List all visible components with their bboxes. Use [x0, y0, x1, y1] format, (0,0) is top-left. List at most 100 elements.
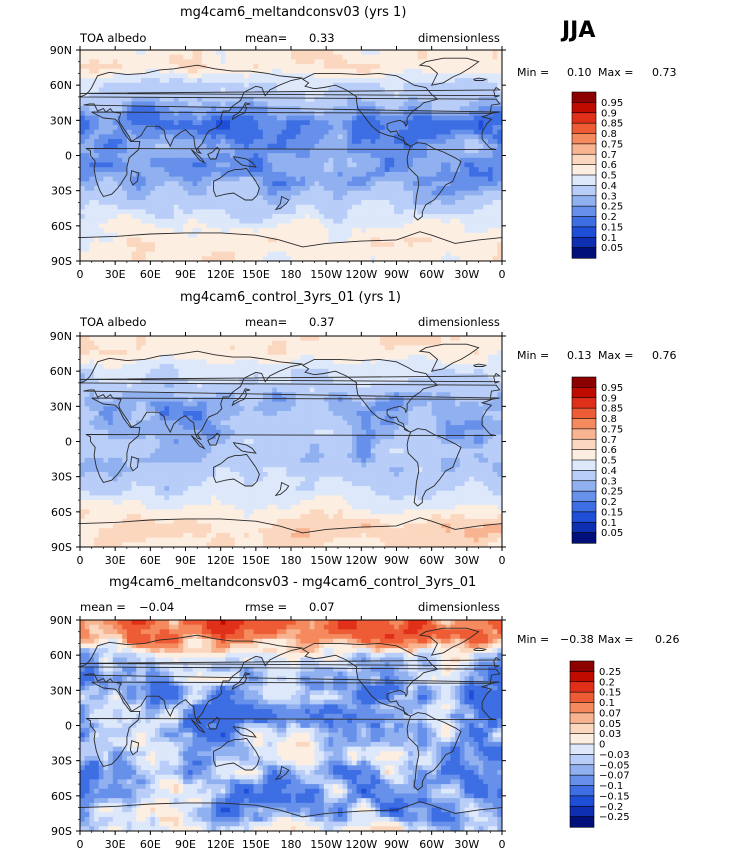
field-cell — [262, 190, 269, 196]
field-cell — [333, 78, 339, 84]
field-cell — [342, 340, 348, 346]
field-cell — [126, 50, 133, 56]
field-cell — [314, 120, 320, 126]
field-cell — [150, 350, 156, 356]
field-cell — [253, 181, 259, 187]
field-cell — [140, 101, 147, 107]
field-cell — [112, 64, 119, 70]
field-cell — [328, 82, 334, 89]
field-cell — [492, 368, 498, 375]
field-cell — [169, 218, 175, 225]
field-cell — [201, 87, 208, 93]
field-cell — [384, 176, 391, 182]
field-cell — [248, 148, 255, 154]
field-cell — [150, 185, 156, 192]
field-cell — [436, 218, 442, 225]
field-cell — [417, 139, 423, 145]
field-cell — [323, 195, 330, 201]
field-cell — [187, 354, 194, 361]
field-cell — [272, 157, 278, 164]
field-cell — [389, 148, 395, 154]
field-cell — [117, 246, 123, 253]
field-cell — [328, 340, 334, 346]
field-cell — [445, 50, 452, 56]
field-cell — [361, 139, 367, 145]
field-cell — [183, 50, 189, 56]
field-cell — [206, 200, 212, 206]
field-cell — [84, 68, 90, 75]
field-cell — [192, 139, 198, 145]
field-cell — [136, 350, 142, 356]
field-cell — [375, 176, 381, 182]
field-cell — [201, 68, 208, 75]
field-cell — [375, 368, 381, 375]
field-cell — [248, 364, 255, 370]
field-cell — [80, 340, 86, 346]
field-cell — [347, 345, 353, 351]
field-cell — [305, 78, 311, 84]
field-cell — [441, 214, 447, 220]
field-cell — [445, 246, 452, 253]
field-cell — [272, 106, 278, 112]
field-cell — [220, 167, 226, 173]
field-cell — [220, 87, 226, 93]
field-cell — [366, 176, 372, 182]
field-cell — [356, 54, 362, 60]
field-cell — [450, 54, 456, 60]
field-cell — [309, 115, 316, 121]
field-cell — [267, 148, 273, 154]
field-cell — [197, 92, 203, 98]
field-cell — [464, 96, 470, 103]
field-cell — [211, 82, 217, 89]
field-cell — [258, 148, 264, 154]
field-cell — [272, 340, 278, 346]
field-cell — [140, 336, 147, 342]
field-cell — [487, 209, 494, 215]
field-cell — [253, 190, 259, 196]
field-cell — [426, 134, 433, 140]
field-cell — [305, 195, 311, 201]
field-cell — [389, 251, 395, 257]
field-cell — [347, 368, 353, 375]
field-cell — [337, 200, 344, 206]
field-cell — [408, 54, 414, 60]
field-cell — [455, 101, 461, 107]
field-cell — [211, 129, 217, 135]
field-cell — [239, 200, 245, 206]
field-cell — [234, 54, 241, 60]
field-cell — [150, 171, 156, 178]
field-cell — [497, 218, 502, 225]
field-cell — [464, 125, 470, 131]
field-cell — [192, 200, 198, 206]
field-cell — [487, 120, 494, 126]
field-cell — [323, 64, 330, 70]
field-cell — [80, 106, 86, 112]
field-cell — [487, 139, 494, 145]
field-cell — [84, 64, 90, 70]
field-cell — [169, 82, 175, 89]
field-cell — [84, 110, 90, 117]
field-cell — [201, 190, 208, 196]
field-cell — [201, 50, 208, 56]
field-cell — [108, 340, 114, 346]
field-cell — [206, 92, 212, 98]
field-cell — [98, 185, 105, 192]
field-cell — [140, 87, 147, 93]
field-cell — [272, 54, 278, 60]
field-cell — [262, 256, 269, 261]
field-cell — [431, 246, 437, 253]
field-cell — [403, 125, 409, 131]
field-cell — [262, 50, 269, 56]
x-tick-label: 60W — [419, 268, 444, 281]
field-cell — [239, 336, 245, 342]
field-cell — [455, 129, 461, 135]
field-cell — [328, 209, 334, 215]
field-cell — [412, 153, 419, 159]
field-cell — [94, 368, 100, 375]
field-cell — [478, 92, 484, 98]
field-cell — [450, 256, 456, 261]
field-cell — [178, 139, 184, 145]
field-cell — [211, 134, 217, 140]
field-cell — [328, 68, 334, 75]
field-cell — [351, 157, 358, 164]
